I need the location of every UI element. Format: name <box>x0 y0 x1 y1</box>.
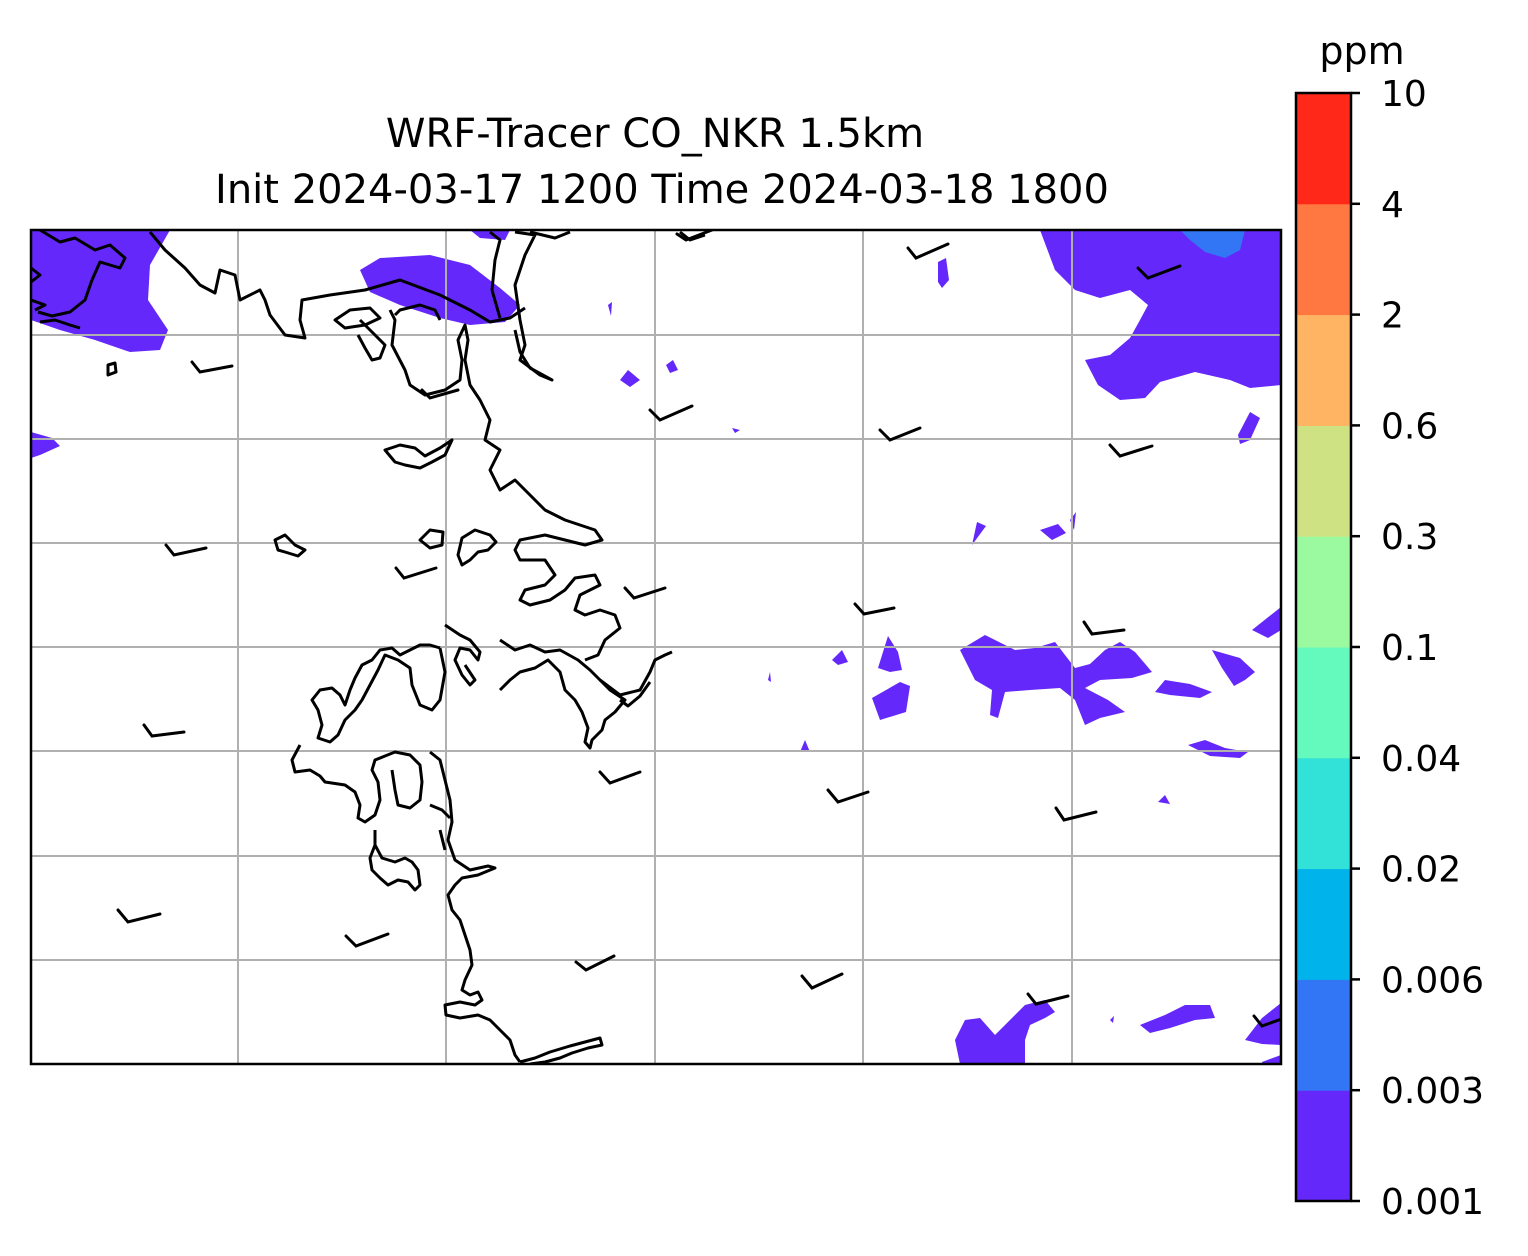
colorbar-frame <box>1294 91 1353 1203</box>
colorbar-tick-label: 0.003 <box>1381 1071 1484 1112</box>
wind-barb <box>648 404 694 422</box>
colorbar-band <box>1296 203 1351 316</box>
map-frame <box>29 228 1283 1066</box>
colorbar-band <box>1296 647 1351 759</box>
wind-barb <box>420 388 460 400</box>
map-title-line2: Init 2024-03-17 1200 Time 2024-03-18 180… <box>215 167 1109 213</box>
wind-barb <box>598 770 642 785</box>
tracer-patch-ne-island <box>938 258 949 288</box>
gridlines <box>31 230 1281 1064</box>
tracer-patch-north-center <box>360 255 520 325</box>
tracer-patch-small-a <box>620 370 640 387</box>
wind-barb <box>623 586 667 600</box>
tracer-patch-mid-e <box>1155 680 1212 698</box>
tracer-patch-mid-h <box>1158 795 1170 804</box>
coastline-north-channel <box>489 230 571 382</box>
wind-barb <box>344 932 390 948</box>
coastline-nw-bay <box>31 266 81 330</box>
tracer-patch-mid-b <box>872 682 910 720</box>
coastline-central-east <box>498 638 627 750</box>
tracer-patches <box>31 230 1281 1064</box>
coastline-mid-islands <box>273 438 498 567</box>
colorbar-band <box>1296 425 1351 537</box>
colorbar-tick-label: 10 <box>1381 74 1427 115</box>
map-title-line1: WRF-Tracer CO_NKR 1.5km <box>386 111 924 157</box>
colorbar-band <box>1296 314 1351 426</box>
coastline-peninsula-lines <box>356 303 442 362</box>
wind-barb <box>906 242 950 260</box>
colorbar-unit-label: ppm <box>1319 29 1404 73</box>
colorbar-band <box>1296 979 1351 1091</box>
colorbar-tick-label: 0.3 <box>1381 517 1438 558</box>
colorbar-tick-label: 0.006 <box>1381 960 1484 1001</box>
wind-barb <box>1136 264 1182 280</box>
colorbar-tick-label: 0.001 <box>1381 1182 1484 1223</box>
tracer-patch-east-edge-b <box>1252 607 1281 638</box>
wind-barb <box>142 723 186 738</box>
coastline-west-peninsula <box>310 623 482 744</box>
coastline-south-bay <box>519 1036 604 1064</box>
wind-barb <box>1054 806 1098 822</box>
tracer-patch-mid-d <box>1212 650 1255 686</box>
coastline-east-spit <box>599 650 673 708</box>
coastline-north-shelf <box>148 231 526 340</box>
wind-barb <box>164 543 208 557</box>
wind-barb <box>878 426 922 442</box>
colorbar-band <box>1296 1090 1351 1202</box>
coastline-central-spine <box>388 309 622 662</box>
tracer-patch-se-d <box>1262 1055 1281 1064</box>
colorbar-tick-label: 0.02 <box>1381 850 1461 891</box>
tracer-patch-small-f <box>1040 524 1066 540</box>
wind-barb <box>826 788 870 804</box>
colorbar-band <box>1296 93 1351 205</box>
tracer-patch-se-b <box>1140 1005 1215 1033</box>
wind-barb <box>853 602 896 616</box>
colorbar-tick-label: 4 <box>1381 185 1404 226</box>
tracer-peak-patch <box>1180 230 1245 258</box>
tracer-patch-mid-i <box>768 672 771 682</box>
tracer-patch-small-d <box>732 428 740 433</box>
tracer-patch-east-band <box>960 635 1152 725</box>
wind-barb <box>800 972 844 990</box>
colorbar-band <box>1296 536 1351 648</box>
wind-barb <box>394 566 438 580</box>
colorbar-tick-label: 0.1 <box>1381 628 1438 669</box>
tracer-patch-nw <box>31 230 170 352</box>
tracer-patch-ne <box>1040 230 1281 400</box>
wind-barb <box>116 908 162 924</box>
tracer-patch-mid-c <box>832 650 848 665</box>
coastline-west-inlet <box>290 744 424 824</box>
coastlines <box>31 230 706 1064</box>
wind-barb <box>190 360 234 374</box>
coastline-south-spine <box>429 750 522 1063</box>
colorbar-tick-label: 0.04 <box>1381 739 1461 780</box>
map-panel <box>31 230 1281 1064</box>
wind-barb <box>1026 992 1070 1006</box>
coastline-nw <box>37 230 127 318</box>
colorbar-tick-label: 2 <box>1381 296 1404 337</box>
coastline-south-east <box>368 803 452 892</box>
colorbar-band <box>1296 868 1351 980</box>
tracer-patch-mid-f <box>1188 740 1248 758</box>
tracer-patch-se-e <box>1110 1016 1114 1023</box>
colorbar-tick-label: 0.6 <box>1381 406 1438 447</box>
tracer-patch-mid-g <box>800 740 810 752</box>
tracer-patch-small-b <box>666 360 678 373</box>
tracer-patch-se-c <box>1245 1003 1281 1045</box>
tracer-patch-se <box>955 1000 1055 1064</box>
tracer-patch-small-c <box>608 302 612 316</box>
colorbar-band <box>1296 757 1351 870</box>
wind-barb <box>675 230 714 242</box>
tracer-patch-east-edge-a <box>1238 412 1260 444</box>
tracer-patch-mid-a <box>878 636 902 672</box>
wind-barb <box>1082 620 1126 636</box>
tracer-patch-top-inlet <box>470 230 510 240</box>
tracer-patch-small-e <box>972 522 986 545</box>
wind-barb <box>1108 443 1154 458</box>
colorbar: 0.001 0.003 0.006 0.02 0.04 0.1 0.3 0.6 2 4 10 <box>1296 74 1484 1223</box>
wind-barb <box>574 954 616 972</box>
wind-barbs <box>116 230 1281 1028</box>
